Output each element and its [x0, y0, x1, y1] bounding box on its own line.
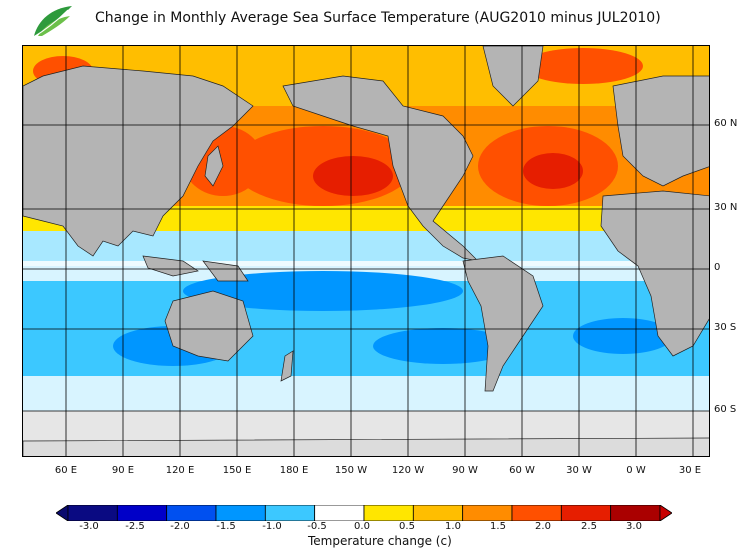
lon-label-30e: 30 E: [678, 465, 702, 476]
colorbar-segment: [166, 505, 217, 521]
cb-tick: 1.5: [490, 521, 506, 532]
lon-label-150e: 150 E: [222, 465, 252, 476]
map-title: Change in Monthly Average Sea Surface Te…: [95, 10, 661, 26]
lon-label-120w: 120 W: [391, 465, 425, 476]
colorbar-under-arrow: [56, 505, 69, 521]
lon-label-150w: 150 W: [334, 465, 368, 476]
cb-tick: -2.0: [170, 521, 190, 532]
cb-tick: 0.0: [354, 521, 370, 532]
colorbar-segment: [314, 505, 365, 521]
land: [23, 46, 709, 456]
lon-label-90e: 90 E: [111, 465, 135, 476]
cb-tick: -1.5: [216, 521, 236, 532]
colorbar-segment: [560, 505, 612, 521]
lat-label-60n: 60 N: [714, 118, 738, 129]
cb-tick: 3.0: [626, 521, 642, 532]
lon-label-180e: 180 E: [279, 465, 309, 476]
colorbar-segment: [116, 505, 168, 521]
cb-tick: -3.0: [79, 521, 99, 532]
cb-tick: -2.5: [125, 521, 145, 532]
lon-label-120e: 120 E: [165, 465, 195, 476]
cb-tick: -1.0: [262, 521, 282, 532]
colorbar-segment: [67, 505, 118, 521]
colorbar: [56, 505, 672, 521]
colorbar-segment: [363, 505, 414, 521]
colorbar-over-arrow: [659, 505, 672, 521]
lon-label-0w: 0 W: [626, 465, 646, 476]
lon-label-60w: 60 W: [509, 465, 535, 476]
lat-label-30n: 30 N: [714, 202, 738, 213]
colorbar-segment: [610, 505, 661, 521]
lon-label-90w: 90 W: [452, 465, 478, 476]
cb-tick: 2.0: [535, 521, 551, 532]
lat-label-30s: 30 S: [714, 322, 737, 333]
anomaly-field: [23, 46, 709, 456]
lon-label-30w: 30 W: [566, 465, 592, 476]
colorbar-segment: [511, 505, 562, 521]
lat-label-equator: 0: [714, 262, 721, 273]
colorbar-segment: [215, 505, 266, 521]
colorbar-title: Temperature change (c): [308, 534, 452, 548]
colorbar-segment: [462, 505, 513, 521]
graticule: [23, 46, 709, 456]
cb-tick: -0.5: [307, 521, 327, 532]
cb-tick: 1.0: [445, 521, 461, 532]
cb-tick: 0.5: [399, 521, 415, 532]
lat-label-60s: 60 S: [714, 404, 737, 415]
colorbar-segment: [264, 505, 316, 521]
leaf-logo: [31, 6, 72, 39]
lon-label-60e: 60 E: [54, 465, 78, 476]
sst-map: [22, 45, 710, 457]
colorbar-segment: [412, 505, 464, 521]
cb-tick: 2.5: [581, 521, 597, 532]
